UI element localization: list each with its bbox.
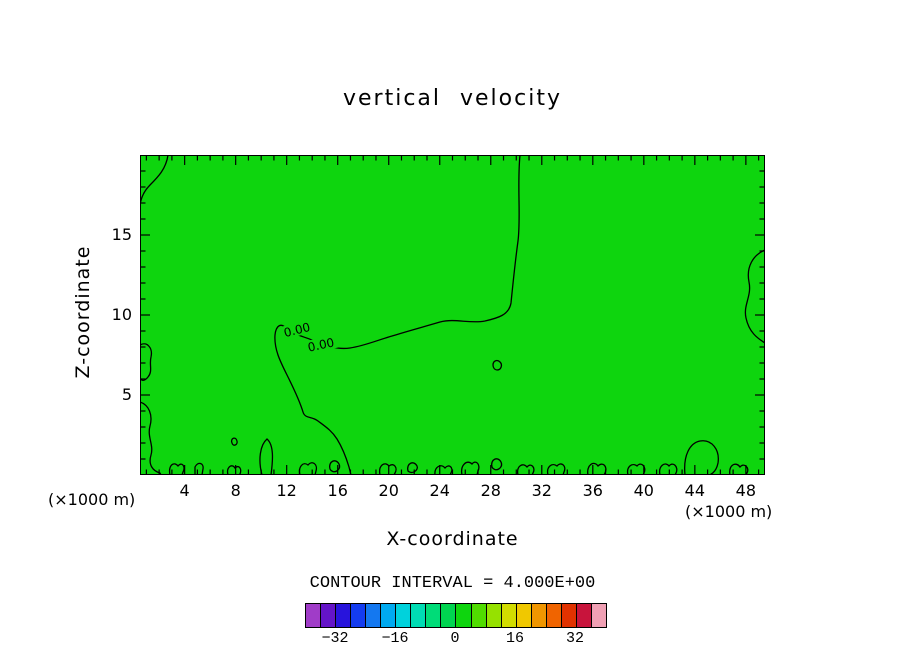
x-tick-label: 36	[582, 481, 603, 500]
zero-contour	[259, 438, 274, 475]
chart-title: vertical velocity	[342, 86, 562, 111]
z-axis-unit-label: (×1000 m)	[48, 490, 136, 509]
axis-tick-marks	[141, 156, 764, 474]
colorbar-cell	[561, 604, 577, 627]
colorbar-cell	[456, 604, 472, 627]
zero-contour	[491, 458, 503, 471]
zero-contour	[744, 249, 765, 344]
zero-contour	[434, 465, 453, 475]
colorbar-tick-label: 32	[565, 630, 584, 647]
zero-contour	[168, 463, 185, 475]
x-tick-label: 20	[378, 481, 399, 500]
zero-contour	[626, 463, 646, 475]
zero-contour	[194, 462, 204, 475]
contour-label: 0.00	[306, 335, 335, 354]
colorbar-tick-label: 0	[450, 630, 460, 647]
colorbar-cell	[321, 604, 337, 627]
colorbar-cell	[426, 604, 442, 627]
zero-contour	[407, 462, 418, 474]
x-tick-label: 12	[276, 481, 297, 500]
colorbar-cell	[531, 604, 547, 627]
plot-fill	[140, 155, 765, 475]
zero-contour	[684, 440, 719, 475]
contour-label-mask	[302, 334, 339, 355]
x-tick-label: 40	[633, 481, 654, 500]
colorbar-tick-label: −16	[381, 630, 409, 647]
zero-contour	[492, 359, 503, 371]
zero-contour	[140, 401, 162, 475]
x-tick-label: 28	[480, 481, 501, 500]
y-tick-label: 5	[121, 385, 132, 404]
x-tick-label: 16	[327, 481, 348, 500]
contour-label: 0.00	[282, 320, 311, 340]
x-tick-label: 24	[429, 481, 450, 500]
colorbar-cell	[501, 604, 517, 627]
x-axis-unit-label: (×1000 m)	[685, 502, 773, 521]
colorbar-cell	[441, 604, 457, 627]
colorbar-cell	[471, 604, 487, 627]
colorbar-tick-label: 16	[505, 630, 524, 647]
colorbar-cell	[381, 604, 397, 627]
colorbar-cell	[486, 604, 502, 627]
zero-contour	[546, 463, 566, 475]
zero-contour	[329, 460, 341, 473]
y-axis-label: Z-coordinate	[72, 245, 94, 379]
zero-contour	[226, 465, 242, 475]
colorbar-cell	[336, 604, 352, 627]
x-axis-label: X-coordinate	[386, 528, 519, 550]
zero-contour	[230, 437, 238, 446]
colorbar-cell	[306, 604, 322, 627]
colorbar-cell	[411, 604, 427, 627]
zero-contour	[517, 464, 535, 475]
x-tick-label: 8	[230, 481, 241, 500]
colorbar-tick-label: −32	[321, 630, 349, 647]
zero-contour	[659, 463, 678, 475]
x-tick-label: 48	[735, 481, 757, 500]
colorbar	[305, 603, 607, 628]
zero-contour	[140, 155, 169, 206]
contour-interval-text: CONTOUR INTERVAL = 4.000E+00	[309, 574, 596, 593]
y-tick-label: 10	[111, 305, 132, 324]
colorbar-cell	[396, 604, 412, 627]
y-tick-label: 15	[111, 225, 132, 244]
zero-contour	[140, 343, 153, 382]
x-tick-label: 44	[684, 481, 706, 500]
colorbar-cell	[516, 604, 532, 627]
plot-area: 0.000.00	[140, 155, 765, 475]
zero-contour	[729, 463, 749, 475]
x-tick-label: 4	[179, 481, 190, 500]
contour-label-mask	[278, 319, 315, 340]
contour-labels: 0.000.00	[278, 319, 339, 355]
colorbar-cell	[351, 604, 367, 627]
zero-contour	[298, 462, 318, 475]
colorbar-cell	[591, 604, 606, 627]
colorbar-cell	[366, 604, 382, 627]
colorbar-cell	[576, 604, 592, 627]
x-tick-label: 32	[531, 481, 552, 500]
colorbar-cell	[546, 604, 562, 627]
